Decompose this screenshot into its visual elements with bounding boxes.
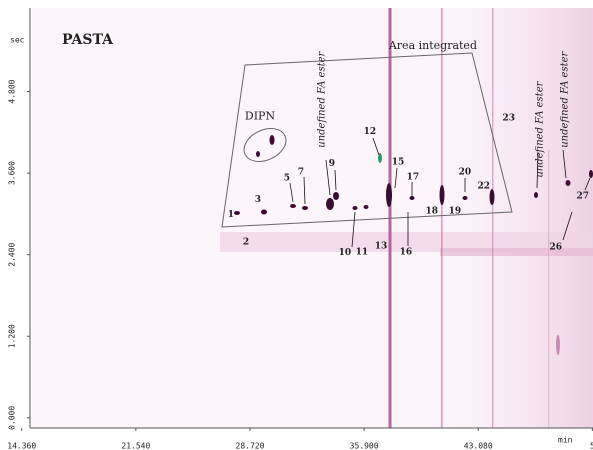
annotation: 2: [243, 237, 249, 247]
y-tick-label: 0.000: [8, 406, 17, 430]
chart-title: PASTA: [62, 32, 114, 48]
x-tick-label: 21.540: [121, 442, 150, 450]
annotation: 22: [478, 182, 491, 192]
annotation: 17: [407, 173, 420, 183]
annotation: 15: [392, 158, 405, 168]
background: [29, 8, 593, 429]
annotation: undefined FA ester: [534, 80, 545, 177]
x-tick-label: 14.360: [7, 442, 36, 450]
annotation: undefined FA ester: [316, 50, 327, 147]
annotation: 10: [339, 248, 352, 258]
annotation: 16: [400, 247, 413, 257]
annotation: 3: [255, 195, 261, 205]
annotation: 13: [375, 241, 388, 251]
y-tick-label: 3.600: [8, 161, 17, 185]
annotation: 27: [577, 192, 590, 202]
y-tick-label: 1.200: [8, 324, 17, 348]
x-tick-label: 28.720: [236, 442, 265, 450]
x-tick-label: 35.900: [350, 442, 379, 450]
annotation: 11: [356, 247, 369, 257]
annotation: Area integrated: [388, 39, 477, 52]
annotation: 20: [459, 167, 472, 177]
annotation: 5: [284, 173, 290, 183]
annotation: 19: [449, 207, 462, 217]
annotation: undefined FA ester: [559, 50, 570, 147]
y-axis-label: sec: [10, 36, 25, 45]
annotation: 9: [329, 159, 335, 169]
annotation: 1: [228, 210, 234, 220]
y-tick-label: 2.400: [8, 242, 17, 266]
x-axis-label: min: [558, 436, 573, 445]
annotation: DIPN: [245, 110, 276, 123]
annotation: 26: [550, 243, 563, 253]
y-tick-label: 4.800: [8, 79, 17, 103]
x-tick-label: 5: [590, 442, 593, 450]
annotation: 12: [364, 127, 377, 137]
annotation: 18: [426, 207, 439, 217]
annotation: 7: [298, 167, 304, 177]
x-tick-label: 43.080: [464, 442, 493, 450]
annotation: 23: [502, 114, 515, 124]
